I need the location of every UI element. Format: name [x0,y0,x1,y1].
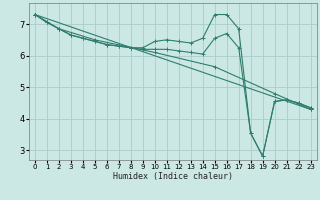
X-axis label: Humidex (Indice chaleur): Humidex (Indice chaleur) [113,172,233,181]
